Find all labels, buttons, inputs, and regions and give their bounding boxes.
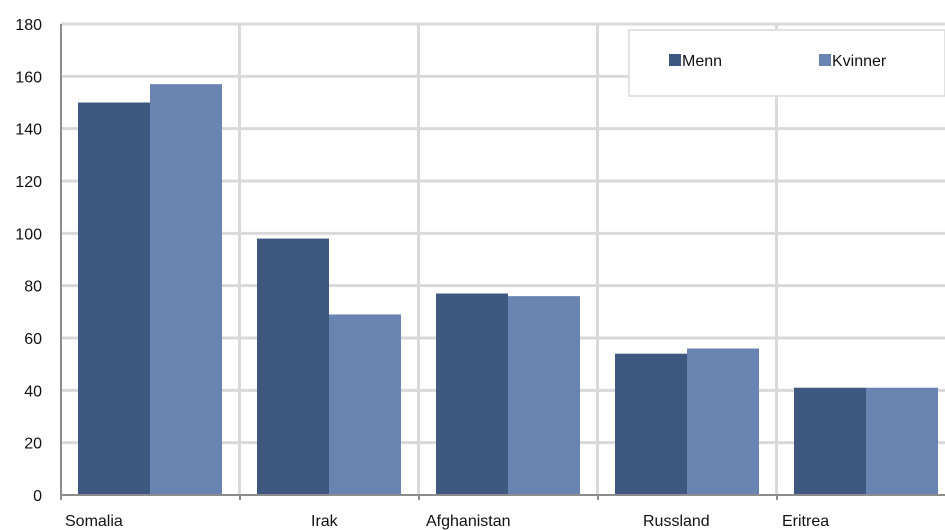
legend-swatch-menn xyxy=(669,54,681,66)
bar-menn-afghanistan xyxy=(436,293,508,495)
x-tick-label: Somalia xyxy=(65,513,123,530)
y-tick-label: 120 xyxy=(15,174,42,191)
x-tick-labels: Somalia Irak Afghanistan Russland Eritrea xyxy=(65,513,829,530)
bar-kvinner-eritrea xyxy=(866,387,938,495)
x-tick-label: Eritrea xyxy=(782,513,829,530)
y-tick-label: 20 xyxy=(24,436,42,453)
x-tick-label: Russland xyxy=(643,513,710,530)
bar-menn-eritrea xyxy=(794,387,866,495)
bar-kvinner-afghanistan xyxy=(508,296,580,495)
bar-kvinner-somalia xyxy=(150,84,222,495)
legend-swatch-kvinner xyxy=(819,54,831,66)
y-tick-label: 40 xyxy=(24,383,42,400)
y-tick-label: 100 xyxy=(15,226,42,243)
y-tick-label: 140 xyxy=(15,122,42,139)
y-tick-label: 60 xyxy=(24,331,42,348)
x-tick-label: Irak xyxy=(311,513,339,530)
bar-menn-irak xyxy=(257,238,329,496)
y-tick-label: 160 xyxy=(15,69,42,86)
legend-label-menn: Menn xyxy=(682,53,722,70)
legend-box xyxy=(628,29,945,97)
x-tick-label: Afghanistan xyxy=(426,513,511,530)
y-tick-label: 80 xyxy=(24,279,42,296)
axes xyxy=(60,24,945,500)
y-tick-labels: 0 20 40 60 80 100 120 140 160 180 xyxy=(15,17,42,505)
bar-kvinner-irak xyxy=(329,314,401,495)
y-tick-label: 0 xyxy=(33,488,42,505)
legend-label-kvinner: Kvinner xyxy=(832,53,887,70)
bars xyxy=(78,84,938,496)
bar-kvinner-russland xyxy=(687,348,759,495)
y-tick-label: 180 xyxy=(15,17,42,34)
bar-menn-russland xyxy=(615,353,687,495)
bar-menn-somalia xyxy=(78,102,150,495)
legend: Menn Kvinner xyxy=(628,29,945,97)
